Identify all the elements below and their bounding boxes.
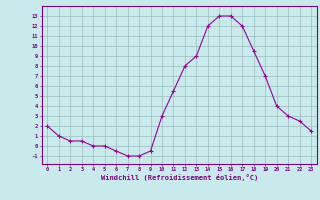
X-axis label: Windchill (Refroidissement éolien,°C): Windchill (Refroidissement éolien,°C) — [100, 174, 258, 181]
